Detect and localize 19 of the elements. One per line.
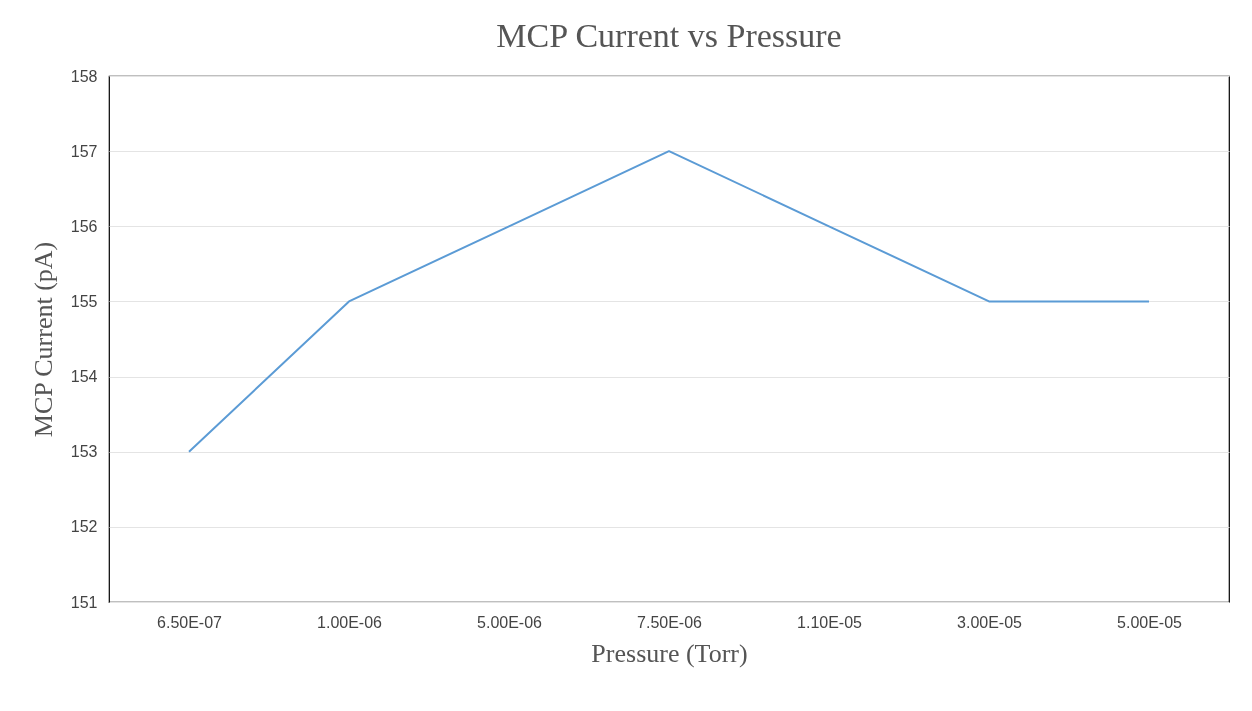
line-series <box>188 150 1150 453</box>
x-tick-label: 6.50E-07 <box>157 613 223 631</box>
y-tick-label: 152 <box>70 518 98 536</box>
x-tick-label: 1.00E-06 <box>317 613 383 631</box>
x-tick-label: 3.00E-05 <box>957 613 1023 631</box>
x-tick-label: 7.50E-06 <box>637 613 703 631</box>
chart-title: MCP Current vs Pressure <box>496 17 842 54</box>
y-tick-label: 156 <box>70 217 98 235</box>
x-tick-label: 1.10E-05 <box>797 613 863 631</box>
x-tick-label: 5.00E-05 <box>1117 613 1183 631</box>
y-tick-label: 157 <box>70 142 98 160</box>
y-tick-label: 153 <box>70 443 98 461</box>
y-tick-label: 158 <box>70 67 98 85</box>
y-axis-title: MCP Current (pA) <box>28 241 58 438</box>
x-axis-title: Pressure (Torr) <box>591 638 748 668</box>
y-tick-label: 151 <box>70 593 98 611</box>
y-tick-label: 154 <box>70 368 98 386</box>
x-tick-label: 5.00E-06 <box>477 613 543 631</box>
y-tick-label: 155 <box>70 292 98 310</box>
